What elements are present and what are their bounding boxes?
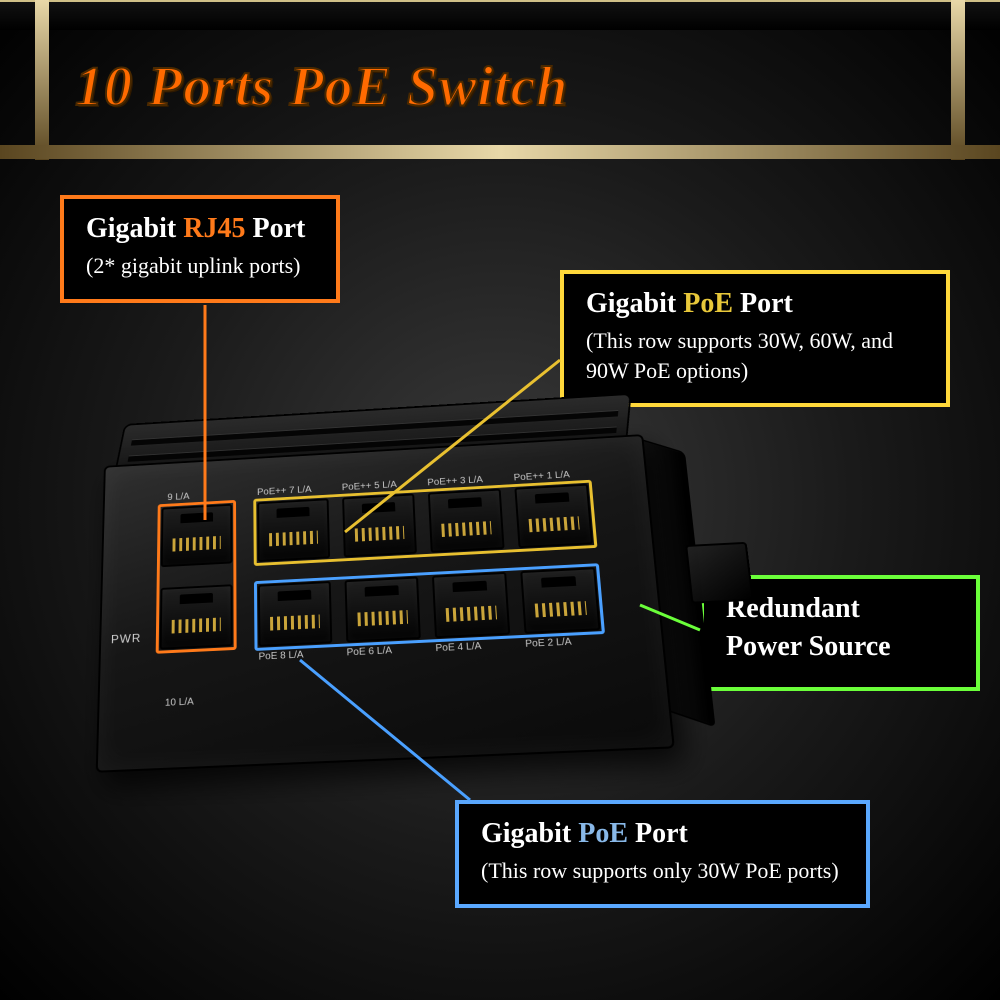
callout-rj45: Gigabit RJ45 Port (2* gigabit uplink por… bbox=[60, 195, 340, 303]
port-label: PoE 8 L/A bbox=[259, 650, 304, 663]
subtext: (2* gigabit uplink ports) bbox=[86, 251, 314, 281]
poe-port bbox=[258, 581, 332, 647]
port-label: PoE 6 L/A bbox=[346, 645, 392, 658]
frame-accent bbox=[0, 145, 1000, 159]
text: Port bbox=[733, 288, 793, 319]
port-label: PoE++ 1 L/A bbox=[513, 470, 570, 483]
accent-text: RJ45 bbox=[183, 213, 245, 244]
port-label: PoE++ 7 L/A bbox=[257, 485, 312, 498]
port-label: 9 L/A bbox=[167, 492, 189, 503]
poe-port bbox=[514, 484, 593, 548]
pwr-led-label: PWR bbox=[111, 631, 142, 646]
uplink-port bbox=[161, 504, 233, 567]
poe-row-bottom: PoE 8 L/A PoE 6 L/A PoE 4 L/A PoE 2 L/A bbox=[258, 565, 638, 646]
poe-port bbox=[428, 489, 505, 553]
frame-bottom bbox=[0, 0, 1000, 30]
accent-text: PoE bbox=[578, 818, 628, 849]
port-label: PoE 2 L/A bbox=[525, 637, 572, 650]
text: Gigabit bbox=[86, 213, 183, 244]
poe-port bbox=[342, 494, 417, 558]
subtext: (This row supports 30W, 60W, and 90W PoE… bbox=[586, 326, 924, 385]
text: Power Source bbox=[726, 631, 954, 663]
subtext: (This row supports only 30W PoE ports) bbox=[481, 856, 844, 886]
page-title: 10 Ports PoE Switch bbox=[75, 55, 569, 119]
frame-accent bbox=[35, 0, 49, 160]
poe-port bbox=[432, 572, 510, 638]
callout-poe-top: Gigabit PoE Port (This row supports 30W,… bbox=[560, 270, 950, 407]
poe-port bbox=[345, 577, 421, 643]
poe-port bbox=[520, 567, 600, 634]
frame-accent bbox=[951, 0, 965, 160]
port-label: PoE++ 5 L/A bbox=[342, 480, 397, 493]
text: Gigabit bbox=[481, 818, 578, 849]
text: Redundant bbox=[726, 593, 954, 625]
poe-grid: PoE++ 7 L/A PoE++ 5 L/A PoE++ 3 L/A PoE+… bbox=[257, 482, 638, 647]
power-connector bbox=[685, 542, 754, 604]
device-face: PWR 9 L/A 10 L/A PoE++ 7 L/A bbox=[96, 434, 675, 773]
device: PWR 9 L/A 10 L/A PoE++ 7 L/A bbox=[96, 434, 675, 773]
uplink-column: 9 L/A 10 L/A bbox=[159, 503, 238, 671]
text: Port bbox=[628, 818, 688, 849]
accent-text: PoE bbox=[683, 288, 733, 319]
text: Port bbox=[245, 213, 305, 244]
port-label: PoE 4 L/A bbox=[435, 641, 481, 654]
poe-row-top: PoE++ 7 L/A PoE++ 5 L/A PoE++ 3 L/A PoE+… bbox=[257, 482, 629, 562]
poe-port bbox=[257, 498, 330, 562]
port-label: 10 L/A bbox=[165, 696, 194, 708]
callout-poe-bottom: Gigabit PoE Port (This row supports only… bbox=[455, 800, 870, 908]
text: Gigabit bbox=[586, 288, 683, 319]
uplink-port bbox=[160, 584, 233, 649]
port-label: PoE++ 3 L/A bbox=[427, 475, 483, 488]
